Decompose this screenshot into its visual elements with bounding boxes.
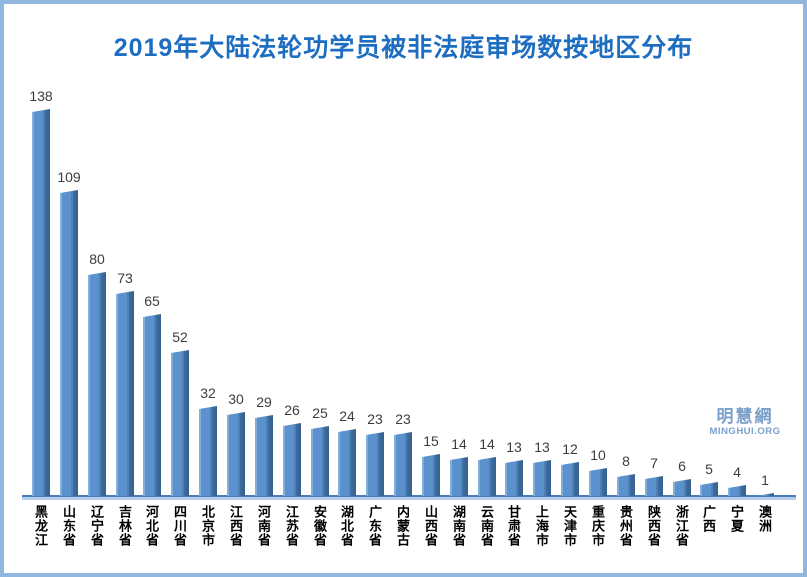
category-label: 河南省 [256, 505, 272, 547]
category-label: 辽宁省 [89, 505, 105, 547]
bar-value-label: 32 [200, 385, 216, 401]
bar [116, 291, 134, 496]
minghui-url-text: MINGHUI.ORG [709, 425, 781, 437]
category-label: 天津市 [562, 505, 578, 547]
bar-value-label: 23 [395, 411, 411, 427]
bar [394, 432, 412, 496]
bar-value-label: 52 [172, 329, 188, 345]
category-label: 河北省 [144, 505, 160, 547]
category-label: 澳洲 [757, 505, 773, 533]
bar-value-label: 138 [29, 88, 53, 104]
bar [478, 457, 496, 496]
bar [728, 485, 746, 496]
bar [756, 493, 774, 496]
bar-value-label: 14 [451, 436, 467, 452]
bar [283, 423, 301, 496]
category-label: 四川省 [172, 505, 188, 547]
chart-title: 2019年大陆法轮功学员被非法庭审场数按地区分布 [113, 34, 694, 62]
category-label: 广东省 [367, 505, 383, 547]
bar [199, 406, 217, 496]
bar-value-label: 30 [228, 391, 244, 407]
bar [673, 479, 691, 496]
bar-value-label: 23 [367, 411, 383, 427]
bar-value-label: 26 [284, 402, 300, 418]
bar [505, 460, 523, 496]
bar-value-label: 109 [57, 169, 81, 185]
bar [171, 350, 189, 496]
bar [255, 415, 273, 496]
bar [366, 432, 384, 496]
bar [533, 460, 551, 496]
bar [227, 412, 245, 496]
category-label: 江苏省 [284, 505, 300, 547]
category-label: 黑龙江 [33, 505, 49, 547]
bar-value-label: 80 [89, 251, 105, 267]
category-label: 云南省 [479, 505, 495, 547]
bar-value-label: 15 [423, 433, 439, 449]
bar-value-label: 7 [650, 455, 658, 471]
bar [561, 462, 579, 496]
bar [32, 109, 50, 496]
bar-value-label: 4 [733, 464, 741, 480]
category-label: 安徽省 [312, 505, 328, 547]
bar-value-label: 14 [479, 436, 495, 452]
bar-value-label: 13 [506, 439, 522, 455]
bar [700, 482, 718, 496]
bar [450, 457, 468, 496]
category-label: 上海市 [534, 505, 550, 547]
category-label: 宁夏 [729, 505, 745, 533]
bar [422, 454, 440, 496]
bar-value-label: 29 [256, 394, 272, 410]
bar [143, 314, 161, 496]
bar-chart: 138 黑龙江 109 山东省 80 辽宁省 73 吉林省 65 河北省 52 四川省 32 北京市 30 江… [4, 4, 803, 573]
category-label: 吉林省 [117, 505, 133, 547]
category-label: 山东省 [61, 505, 77, 547]
bar-value-label: 12 [562, 441, 578, 457]
bar-value-label: 24 [339, 408, 355, 424]
category-label: 甘肃省 [506, 505, 522, 547]
bar-value-label: 25 [312, 405, 328, 421]
category-label: 浙江省 [674, 505, 690, 547]
bar [338, 429, 356, 496]
category-label: 湖北省 [339, 505, 355, 547]
category-label: 贵州省 [618, 505, 634, 547]
bar-value-label: 73 [117, 270, 133, 286]
category-label: 广西 [701, 505, 717, 533]
bar [88, 272, 106, 496]
bar [645, 476, 663, 496]
category-label: 山西省 [423, 505, 439, 547]
x-axis-line [22, 495, 796, 500]
category-label: 江西省 [228, 505, 244, 547]
bar [60, 190, 78, 496]
bar [617, 474, 635, 496]
bar-value-label: 6 [678, 458, 686, 474]
bar-value-label: 65 [144, 293, 160, 309]
bar-value-label: 1 [761, 472, 769, 488]
minghui-watermark: 明慧網 MINGHUI.ORG [696, 407, 794, 437]
bar [311, 426, 329, 496]
minghui-logo-text: 明慧網 [716, 407, 774, 426]
bar [589, 468, 607, 496]
category-label: 北京市 [200, 505, 216, 547]
bar-value-label: 5 [705, 461, 713, 477]
bar-value-label: 8 [622, 453, 630, 469]
category-label: 湖南省 [451, 505, 467, 547]
category-label: 内蒙古 [395, 505, 411, 547]
bar-value-label: 13 [534, 439, 550, 455]
bar-value-label: 10 [590, 447, 606, 463]
category-label: 重庆市 [590, 505, 606, 547]
category-label: 陕西省 [646, 505, 662, 547]
